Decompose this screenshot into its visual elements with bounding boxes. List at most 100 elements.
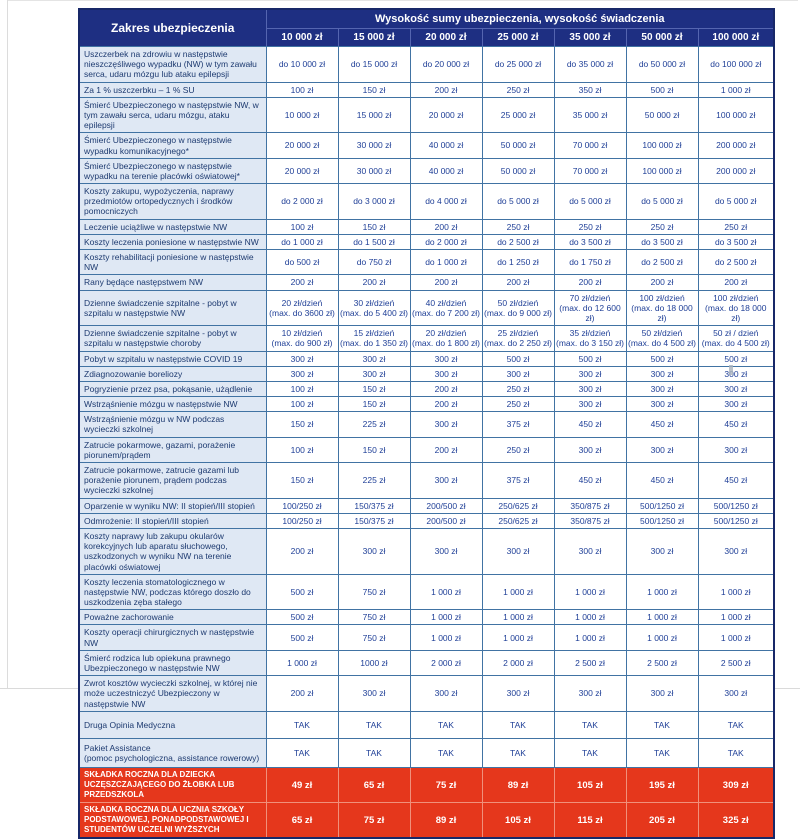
coverage-value: 15 zł/dzień (max. do 1 350 zł) — [337, 325, 411, 352]
coverage-value: 300 zł — [553, 396, 627, 413]
coverage-row: Za 1 % uszczerbku – 1 % SU 100 zł 150 zł 20… — [78, 81, 775, 98]
coverage-label: Dzienne świadczenie szpitalne - pobyt w … — [78, 325, 267, 352]
coverage-value: 300 zł — [481, 527, 555, 575]
coverage-value: 10 000 zł — [265, 96, 339, 134]
coverage-value: do 2 000 zł — [265, 183, 339, 220]
premium-value: 309 zł — [697, 767, 775, 804]
coverage-row: Koszty leczenia poniesione w następstwie… — [78, 233, 775, 251]
coverage-value: 250 zł — [625, 218, 699, 235]
coverage-value: 350/875 zł — [553, 512, 627, 529]
coverage-value: 200 zł — [265, 527, 339, 575]
coverage-value: 300 zł — [697, 365, 775, 382]
coverage-value: 1 000 zł — [697, 573, 775, 611]
coverage-value: 250/625 zł — [481, 512, 555, 529]
coverage-value: 1 000 zł — [409, 624, 483, 651]
coverage-row: Uszczerbek na zdrowiu w następstwie nies… — [78, 46, 775, 83]
coverage-value: do 50 000 zł — [625, 46, 699, 83]
coverage-value: 150 zł — [337, 436, 411, 464]
coverage-value: 50 zł / dzień (max. do 4 500 zł) — [697, 325, 775, 352]
coverage-value: 1 000 zł — [481, 573, 555, 611]
coverage-value: 200 zł — [625, 274, 699, 291]
coverage-row: Koszty operacji chirurgicznych w następs… — [78, 624, 775, 651]
coverage-value: do 3 500 zł — [553, 233, 627, 251]
coverage-value: 250 zł — [481, 396, 555, 413]
coverage-value: 2 500 zł — [553, 649, 627, 677]
coverage-value: 200 zł — [697, 274, 775, 291]
coverage-value: 70 000 zł — [553, 157, 627, 185]
stray-cursor-artifact — [729, 365, 733, 375]
coverage-row: Koszty leczenia stomatologicznego w nast… — [78, 573, 775, 611]
column-header: 35 000 zł — [553, 28, 627, 47]
coverage-value: 300 zł — [553, 380, 627, 398]
coverage-value: 350/875 zł — [553, 497, 627, 514]
coverage-row: Śmierć Ubezpieczonego w następstwie wypa… — [78, 157, 775, 185]
coverage-value: do 3 000 zł — [337, 183, 411, 220]
coverage-value: 300 zł — [481, 675, 555, 712]
premium-row: SKŁADKA ROCZNA DLA DZIECKA UCZĘSZCZAJĄCE… — [78, 767, 775, 804]
coverage-value: 50 zł/dzień (max. do 9 000 zł) — [481, 289, 555, 327]
coverage-value: 300 zł — [697, 675, 775, 712]
coverage-value: TAK — [553, 710, 627, 739]
coverage-value: TAK — [553, 737, 627, 769]
coverage-label: Zatrucie pokarmowe, zatrucie gazami lub … — [78, 462, 267, 499]
coverage-value: 70 000 zł — [553, 132, 627, 159]
coverage-label: Za 1 % uszczerbku – 1 % SU — [78, 81, 267, 98]
coverage-value: do 100 000 zł — [697, 46, 775, 83]
coverage-value: 20 000 zł — [265, 157, 339, 185]
coverage-value: 250 zł — [481, 436, 555, 464]
coverage-value: do 5 000 zł — [625, 183, 699, 220]
coverage-value: do 500 zł — [265, 248, 339, 276]
coverage-value: 750 zł — [337, 573, 411, 611]
coverage-value: 30 zł/dzień (max. do 5 400 zł) — [337, 289, 411, 327]
coverage-label: Śmierć Ubezpieczonego w następstwie NW, … — [78, 96, 267, 134]
premium-value: 89 zł — [409, 802, 483, 839]
coverage-value: 150 zł — [337, 81, 411, 98]
coverage-value: 200 zł — [265, 675, 339, 712]
coverage-value: 450 zł — [697, 462, 775, 499]
coverage-label: Poważne zachorowanie — [78, 609, 267, 626]
window-edge-left — [7, 0, 8, 689]
coverage-value: 150 zł — [337, 218, 411, 235]
coverage-label: Wstrząśnienie mózgu w następstwie NW — [78, 396, 267, 413]
coverage-row: Dzienne świadczenie szpitalne - pobyt w … — [78, 289, 775, 327]
coverage-value: 300 zł — [553, 436, 627, 464]
coverage-value: 150 zł — [265, 411, 339, 438]
coverage-value: do 2 500 zł — [697, 248, 775, 276]
coverage-value: 300 zł — [409, 350, 483, 367]
coverage-row: Pogryzienie przez psa, pokąsanie, użądle… — [78, 380, 775, 398]
coverage-value: 500 zł — [697, 350, 775, 367]
coverage-value: 300 zł — [265, 350, 339, 367]
coverage-row: Druga Opinia Medyczna TAK TAK TAK TAK TAK TAK T… — [78, 710, 775, 739]
coverage-scope-header: Zakres ubezpieczenia — [78, 8, 267, 47]
coverage-value: 100 zł/dzień (max. do 18 000 zł) — [625, 289, 699, 327]
coverage-value: 100 zł/dzień (max. do 18 000 zł) — [697, 289, 775, 327]
coverage-value: 1 000 zł — [409, 573, 483, 611]
coverage-value: 250 zł — [553, 218, 627, 235]
coverage-row: Śmierć rodzica lub opiekuna prawnego Ube… — [78, 649, 775, 677]
coverage-value: 300 zł — [481, 365, 555, 382]
coverage-value: 20 zł/dzień (max. do 1 800 zł) — [409, 325, 483, 352]
premium-value: 195 zł — [625, 767, 699, 804]
coverage-value: 200/500 zł — [409, 512, 483, 529]
coverage-label: Dzienne świadczenie szpitalne - pobyt w … — [78, 289, 267, 327]
coverage-value: 200 zł — [337, 274, 411, 291]
premium-row: SKŁADKA ROCZNA DLA UCZNIA SZKOŁY PODSTAW… — [78, 802, 775, 839]
coverage-value: 300 zł — [409, 365, 483, 382]
coverage-value: 450 zł — [697, 411, 775, 438]
coverage-label: Koszty leczenia poniesione w następstwie… — [78, 233, 267, 251]
coverage-value: 500 zł — [265, 573, 339, 611]
coverage-value: 50 000 zł — [625, 96, 699, 134]
coverage-label: Koszty operacji chirurgicznych w następs… — [78, 624, 267, 651]
coverage-value: 100 zł — [265, 218, 339, 235]
coverage-value: 250 zł — [481, 380, 555, 398]
coverage-value: 300 zł — [625, 436, 699, 464]
coverage-value: 250/625 zł — [481, 497, 555, 514]
coverage-value: 1 000 zł — [697, 81, 775, 98]
coverage-value: 50 000 zł — [481, 157, 555, 185]
coverage-row: Dzienne świadczenie szpitalne - pobyt w … — [78, 325, 775, 352]
coverage-row: Zwrot kosztów wycieczki szkolnej, w któr… — [78, 675, 775, 712]
coverage-value: 750 zł — [337, 624, 411, 651]
column-header: 15 000 zł — [337, 28, 411, 47]
coverage-value: 100 000 zł — [625, 132, 699, 159]
coverage-row: Zatrucie pokarmowe, zatrucie gazami lub … — [78, 462, 775, 499]
